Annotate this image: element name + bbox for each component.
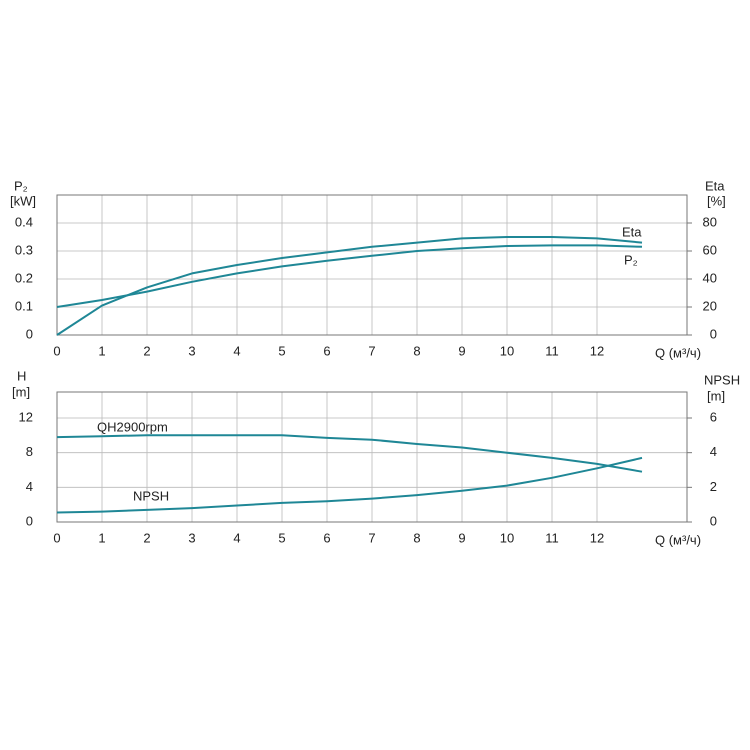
- curve-label: P₂: [624, 252, 638, 267]
- curve: [56, 434, 643, 473]
- y2-tick-label: 20: [703, 298, 717, 313]
- y-axis-unit: [kW]: [10, 193, 36, 208]
- x-tick-label: 10: [500, 343, 514, 358]
- y2-axis-unit: [m]: [707, 388, 725, 403]
- x-tick-label: 1: [98, 343, 105, 358]
- y-tick-label: 0: [26, 326, 33, 341]
- y-tick-label: 8: [26, 444, 33, 459]
- y2-tick-label: 2: [710, 479, 717, 494]
- curve: [56, 236, 643, 336]
- y-tick-label: 12: [19, 409, 33, 424]
- y2-tick-label: 60: [703, 242, 717, 257]
- x-tick-label: 7: [368, 530, 375, 545]
- curve-label: Eta: [622, 224, 642, 239]
- y2-axis-label: NPSH: [704, 372, 740, 387]
- x-tick-label: 6: [323, 343, 330, 358]
- x-tick-label: 7: [368, 343, 375, 358]
- x-axis-label: Q (м³/ч): [655, 532, 701, 547]
- y-tick-label: 0.4: [15, 214, 33, 229]
- y2-tick-label: 0: [710, 326, 717, 341]
- x-tick-label: 4: [233, 530, 240, 545]
- x-axis-label: Q (м³/ч): [655, 345, 701, 360]
- y2-tick-label: 40: [703, 270, 717, 285]
- y-tick-label: 4: [26, 479, 33, 494]
- x-tick-label: 11: [545, 530, 559, 545]
- x-tick-label: 5: [278, 343, 285, 358]
- plot-frame: [56, 391, 688, 523]
- y-tick-label: 0.2: [15, 270, 33, 285]
- x-tick-label: 3: [188, 530, 195, 545]
- x-tick-label: 4: [233, 343, 240, 358]
- curve-label: NPSH: [133, 488, 169, 503]
- y2-axis-unit: [%]: [707, 193, 726, 208]
- y2-tick-label: 6: [710, 409, 717, 424]
- x-tick-label: 0: [53, 530, 60, 545]
- x-tick-label: 0: [53, 343, 60, 358]
- y-axis-label: H: [17, 368, 26, 383]
- y2-tick-label: 80: [703, 214, 717, 229]
- y2-axis-label: Eta: [705, 178, 725, 193]
- y-tick-label: 0.1: [15, 298, 33, 313]
- x-tick-label: 9: [458, 343, 465, 358]
- x-tick-label: 5: [278, 530, 285, 545]
- x-tick-label: 6: [323, 530, 330, 545]
- y-axis-unit: [m]: [12, 384, 30, 399]
- curve: [56, 456, 643, 514]
- x-tick-label: 2: [143, 530, 150, 545]
- x-tick-label: 12: [590, 530, 604, 545]
- x-tick-label: 3: [188, 343, 195, 358]
- plot-frame: [56, 194, 688, 336]
- y2-tick-label: 4: [710, 444, 717, 459]
- y-tick-label: 0.3: [15, 242, 33, 257]
- x-tick-label: 8: [413, 343, 420, 358]
- curve: [56, 244, 643, 308]
- x-tick-label: 2: [143, 343, 150, 358]
- x-tick-label: 12: [590, 343, 604, 358]
- y-tick-label: 0: [26, 513, 33, 528]
- curve-label: QH2900rpm: [97, 419, 168, 434]
- y-axis-label: P₂: [14, 178, 28, 193]
- x-tick-label: 9: [458, 530, 465, 545]
- x-tick-label: 8: [413, 530, 420, 545]
- x-tick-label: 1: [98, 530, 105, 545]
- y2-tick-label: 0: [710, 513, 717, 528]
- x-tick-label: 11: [545, 343, 559, 358]
- x-tick-label: 10: [500, 530, 514, 545]
